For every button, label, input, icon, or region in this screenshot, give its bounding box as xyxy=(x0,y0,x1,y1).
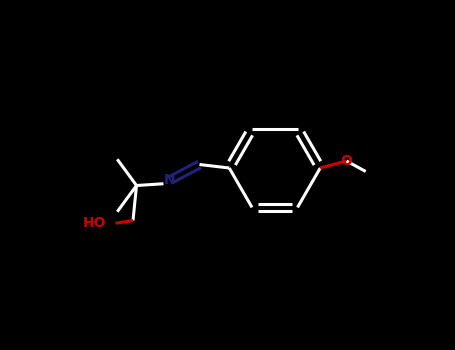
Text: O: O xyxy=(340,154,353,168)
Text: N: N xyxy=(164,173,176,187)
Text: HO: HO xyxy=(83,216,107,230)
